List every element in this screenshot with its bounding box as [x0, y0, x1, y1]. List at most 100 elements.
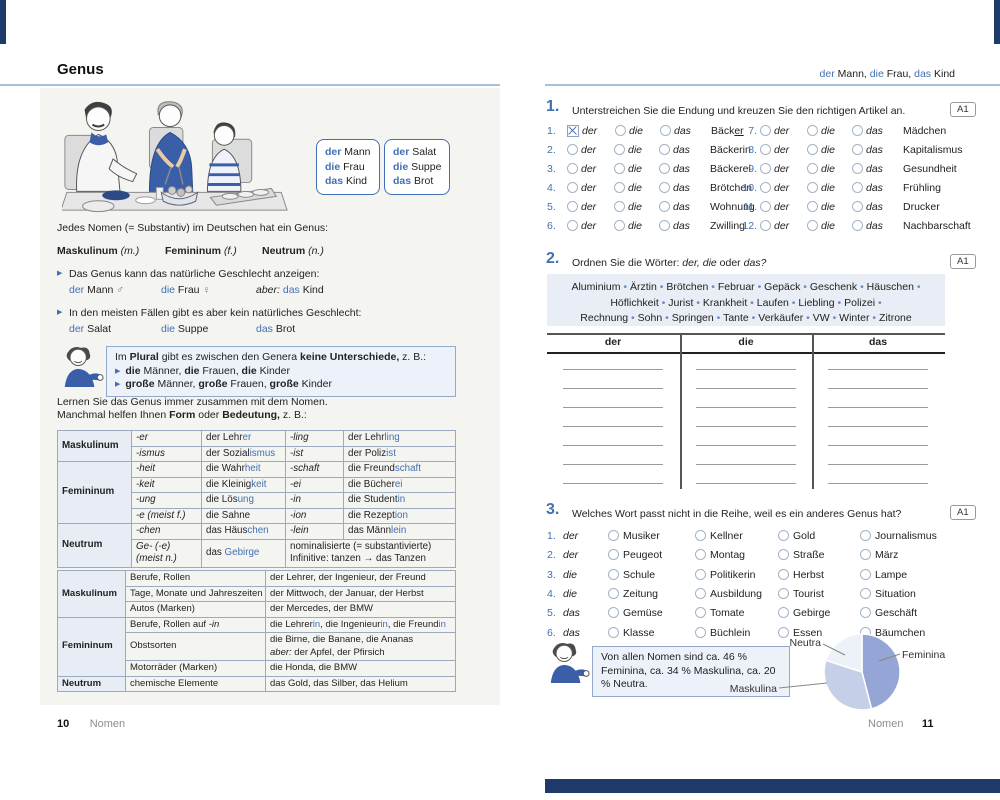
article-radio[interactable] [760, 144, 771, 155]
text-segment: die [393, 160, 409, 173]
article-radio[interactable] [567, 144, 578, 155]
article-radio[interactable] [659, 144, 670, 155]
article-radio[interactable] [760, 163, 771, 174]
option-radio[interactable] [860, 588, 871, 599]
article-radio[interactable] [807, 144, 818, 155]
article-radio[interactable] [615, 125, 626, 136]
article-radio[interactable] [614, 201, 625, 212]
article-radio[interactable] [614, 144, 625, 155]
option-radio[interactable] [695, 607, 706, 618]
write-line[interactable] [696, 464, 796, 465]
article-radio[interactable] [614, 163, 625, 174]
option-radio[interactable] [695, 627, 706, 638]
article-radio[interactable] [659, 182, 670, 193]
item-number: 11. [743, 200, 757, 213]
option-radio[interactable] [778, 627, 789, 638]
article-radio[interactable] [567, 220, 578, 231]
article-radio[interactable] [760, 125, 771, 136]
text-segment: die Lös [206, 494, 238, 505]
option-word: Geschäft [875, 606, 918, 619]
article-radio[interactable] [567, 201, 578, 212]
option-radio[interactable] [778, 588, 789, 599]
write-line[interactable] [563, 369, 663, 370]
write-line[interactable] [563, 407, 663, 408]
option-radio[interactable] [608, 607, 619, 618]
article-radio[interactable] [852, 125, 863, 136]
option-radio[interactable] [608, 549, 619, 560]
table-cell: der Lehrling [343, 430, 456, 447]
article-radio[interactable] [760, 182, 771, 193]
option-radio[interactable] [860, 530, 871, 541]
write-line[interactable] [828, 483, 928, 484]
text-segment: die [241, 364, 257, 377]
item-number: 5. [547, 200, 556, 213]
article-radio[interactable] [614, 182, 625, 193]
write-line[interactable] [696, 426, 796, 427]
checked-article-checkbox[interactable] [567, 124, 579, 137]
article-radio[interactable] [852, 220, 863, 231]
text-segment: Manchmal helfen Ihnen [57, 409, 170, 421]
write-line[interactable] [828, 369, 928, 370]
article-radio[interactable] [760, 201, 771, 212]
article-radio[interactable] [659, 201, 670, 212]
write-line[interactable] [828, 426, 928, 427]
article-radio[interactable] [567, 163, 578, 174]
item-number: 12. [742, 219, 757, 232]
article-radio[interactable] [852, 182, 863, 193]
option-radio[interactable] [778, 530, 789, 541]
article-radio[interactable] [567, 182, 578, 193]
option-radio[interactable] [608, 627, 619, 638]
write-line[interactable] [696, 407, 796, 408]
option-radio[interactable] [778, 607, 789, 618]
article-radio[interactable] [659, 163, 670, 174]
write-line[interactable] [828, 407, 928, 408]
article-radio[interactable] [807, 182, 818, 193]
write-line[interactable] [563, 464, 663, 465]
write-line[interactable] [696, 369, 796, 370]
article-radio[interactable] [807, 220, 818, 231]
write-line[interactable] [563, 445, 663, 446]
text-segment: Salat [409, 146, 437, 158]
option-radio[interactable] [778, 549, 789, 560]
option-radio[interactable] [608, 569, 619, 580]
article-radio[interactable] [807, 125, 818, 136]
option-radio[interactable] [695, 549, 706, 560]
write-line[interactable] [828, 445, 928, 446]
running-header: der Mann, die Frau, das Kind [700, 68, 955, 81]
write-line[interactable] [563, 483, 663, 484]
article-radio[interactable] [660, 125, 671, 136]
article-radio[interactable] [852, 163, 863, 174]
article-label: das [866, 219, 883, 232]
write-line[interactable] [828, 388, 928, 389]
noun-word: Wohnung [710, 201, 755, 213]
option-radio[interactable] [695, 588, 706, 599]
option-radio[interactable] [608, 588, 619, 599]
option-radio[interactable] [860, 549, 871, 560]
plural-tip-box: Im Plural gibt es zwischen den Genera ke… [106, 346, 456, 397]
write-line[interactable] [696, 388, 796, 389]
article-radio[interactable] [760, 220, 771, 231]
article-radio[interactable] [659, 220, 670, 231]
table-cell: der Lehrer, der Ingenieur, der Freund [265, 570, 456, 587]
tip-line: ▶ große Männer, große Frauen, große Kinde… [115, 378, 447, 392]
write-line[interactable] [696, 483, 796, 484]
write-line[interactable] [696, 445, 796, 446]
article-radio[interactable] [614, 220, 625, 231]
answer-option: Lampe [860, 568, 907, 581]
option-radio[interactable] [608, 530, 619, 541]
article-radio[interactable] [807, 163, 818, 174]
article-radio[interactable] [852, 201, 863, 212]
write-line[interactable] [563, 426, 663, 427]
option-radio[interactable] [778, 569, 789, 580]
text-segment: ion [394, 509, 408, 521]
table-cell: das Gold, das Silber, das Helium [265, 675, 456, 692]
write-line[interactable] [828, 464, 928, 465]
option-radio[interactable] [695, 530, 706, 541]
article-radio[interactable] [852, 144, 863, 155]
option-radio[interactable] [860, 569, 871, 580]
write-line[interactable] [563, 388, 663, 389]
article-radio[interactable] [807, 201, 818, 212]
option-radio[interactable] [860, 607, 871, 618]
text-segment: das [206, 546, 225, 558]
option-radio[interactable] [695, 569, 706, 580]
